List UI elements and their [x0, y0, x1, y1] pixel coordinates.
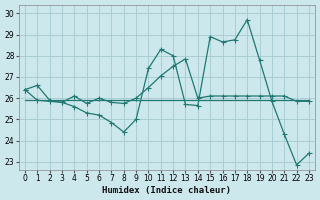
X-axis label: Humidex (Indice chaleur): Humidex (Indice chaleur)	[102, 186, 231, 195]
